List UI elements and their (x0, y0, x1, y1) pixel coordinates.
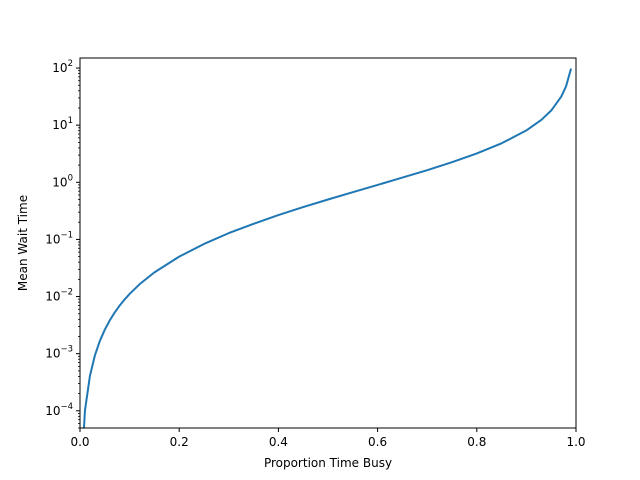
y-tick-label: 10−4 (45, 402, 73, 418)
y-tick-label: 10−2 (45, 288, 73, 304)
x-tick-label: 1.0 (566, 435, 585, 449)
x-axis: 0.0 0.2 0.4 0.6 0.8 1.0 (70, 428, 586, 449)
axes-frame (79, 57, 577, 429)
x-tick-label: 0.6 (368, 435, 387, 449)
x-tick-label: 0.8 (467, 435, 486, 449)
series-line (82, 68, 573, 428)
x-axis-label: Proportion Time Busy (264, 456, 392, 470)
y-tick-label: 100 (52, 173, 73, 189)
y-tick-label: 10−1 (45, 230, 73, 246)
y-tick-label: 101 (52, 116, 73, 132)
x-tick-label: 0.0 (70, 435, 89, 449)
y-axis: 10−4 10−3 10−2 10−1 100 101 102 (45, 59, 80, 429)
y-tick-label: 10−3 (45, 345, 73, 361)
y-axis-label: Mean Wait Time (16, 195, 30, 291)
y-tick-label: 102 (52, 59, 73, 75)
x-tick-label: 0.2 (170, 435, 189, 449)
x-tick-label: 0.4 (269, 435, 288, 449)
plot-area (82, 68, 573, 428)
